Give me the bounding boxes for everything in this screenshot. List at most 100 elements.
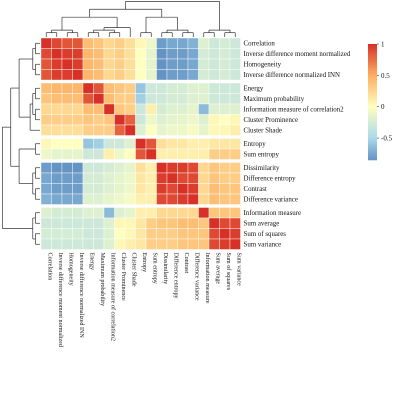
heatmap-cell: [177, 217, 189, 229]
heatmap-cell: [166, 138, 178, 150]
column-labels: Correlation Inverse difference moment nor…: [46, 253, 241, 347]
heatmap-cell: [72, 228, 84, 240]
heatmap-cell: [166, 114, 178, 126]
colorbar-segment: [368, 49, 377, 53]
heatmap-cell: [166, 183, 178, 195]
col-label-sum-average: Sum average: [214, 253, 220, 285]
colorbar-segment: [368, 129, 377, 132]
heatmap-cell: [103, 172, 115, 184]
heatmap-cell: [61, 207, 73, 219]
heatmap-cell: [229, 172, 241, 184]
heatmap-cell: [156, 69, 168, 81]
heatmap-cell: [40, 48, 52, 60]
heatmap-cell: [166, 207, 178, 219]
colorbar-segment: [368, 119, 377, 122]
heatmap-cell: [135, 37, 147, 49]
colorbar-segment: [368, 148, 377, 151]
heatmap-cell: [156, 58, 168, 70]
colorbar-segment: [368, 73, 377, 76]
heatmap-cell: [219, 58, 231, 70]
heatmap-cell: [93, 82, 105, 94]
heatmap-cell: [229, 114, 241, 126]
heatmap-cell: [229, 82, 241, 94]
heatmap-cell: [229, 193, 241, 205]
heatmap-cell: [187, 69, 199, 81]
heatmap-cell: [72, 138, 84, 150]
heatmap-cell: [166, 162, 178, 174]
heatmap-cell: [219, 238, 231, 250]
heatmap-cell: [40, 148, 52, 160]
heatmap-cell: [177, 82, 189, 94]
heatmap-cell: [114, 82, 126, 94]
colorbar-segment: [368, 158, 377, 161]
colorbar-segment: [368, 53, 377, 56]
heatmap-cell: [166, 172, 178, 184]
heatmap-cell: [145, 162, 157, 174]
heatmap-cell: [187, 103, 199, 115]
heatmap-cell: [166, 124, 178, 136]
heatmap-cell: [177, 183, 189, 195]
heatmap-cell: [124, 103, 136, 115]
heatmap-cell: [187, 93, 199, 105]
heatmap-cell: [219, 82, 231, 94]
heatmap-cell: [82, 193, 94, 205]
heatmap-cell: [40, 69, 52, 81]
heatmap-cell: [103, 148, 115, 160]
heatmap-cell: [156, 207, 168, 219]
heatmap-cell: [61, 124, 73, 136]
heatmap-cell: [114, 138, 126, 150]
heatmap-cell: [72, 193, 84, 205]
heatmap-cell: [156, 82, 168, 94]
colorbar-segment: [368, 78, 377, 82]
colorbar-segment: [368, 86, 377, 89]
heatmap-cell: [198, 69, 210, 81]
heatmap-cell: [93, 217, 105, 229]
heatmap-cell: [72, 217, 84, 229]
heatmap-cell: [51, 183, 63, 195]
colorbar: 1 0.5 0 -0.5: [368, 40, 393, 161]
heatmap-cell: [208, 238, 220, 250]
colorbar-segment: [368, 45, 377, 49]
colorbar-segment: [368, 98, 377, 101]
colorbar-segment: [368, 103, 377, 107]
heatmap-cell: [114, 183, 126, 195]
colorbar-segment: [368, 51, 377, 54]
heatmap-cell: [93, 93, 105, 105]
heatmap-cell: [177, 162, 189, 174]
heatmap-cell: [72, 114, 84, 126]
colorbar-segment: [368, 115, 377, 118]
heatmap-cell: [124, 37, 136, 49]
heatmap-cell: [61, 193, 73, 205]
heatmap-cell: [124, 69, 136, 81]
heatmap-cell: [198, 217, 210, 229]
heatmap-cell: [187, 82, 199, 94]
heatmap-cell: [103, 138, 115, 150]
heatmap-cell: [72, 183, 84, 195]
heatmap-cell: [187, 58, 199, 70]
heatmap-cell: [177, 207, 189, 219]
heatmap-cell: [61, 183, 73, 195]
heatmap-cell: [229, 48, 241, 60]
heatmap-cell: [219, 172, 231, 184]
row-label-inverse-difference-moment-normalized: Inverse difference moment normalized: [244, 51, 351, 58]
heatmap-cell: [135, 183, 147, 195]
heatmap-cell: [51, 58, 63, 70]
heatmap-cell: [114, 48, 126, 60]
heatmap-cell: [156, 138, 168, 150]
heatmap-cell: [103, 69, 115, 81]
colorbar-segment: [368, 113, 377, 116]
heatmap-cell: [82, 138, 94, 150]
heatmap-cell: [51, 48, 63, 60]
heatmap-cell: [135, 162, 147, 174]
heatmap-cell: [114, 207, 126, 219]
heatmap-cell: [198, 238, 210, 250]
colorbar-tick-label: 0: [381, 103, 385, 111]
heatmap-cell: [135, 207, 147, 219]
heatmap-cell: [82, 69, 94, 81]
heatmap-cell: [124, 217, 136, 229]
heatmap-cell: [177, 148, 189, 160]
heatmap-cell: [135, 69, 147, 81]
colorbar-segment: [368, 131, 377, 134]
heatmap-cell: [72, 37, 84, 49]
heatmap-cell: [103, 183, 115, 195]
